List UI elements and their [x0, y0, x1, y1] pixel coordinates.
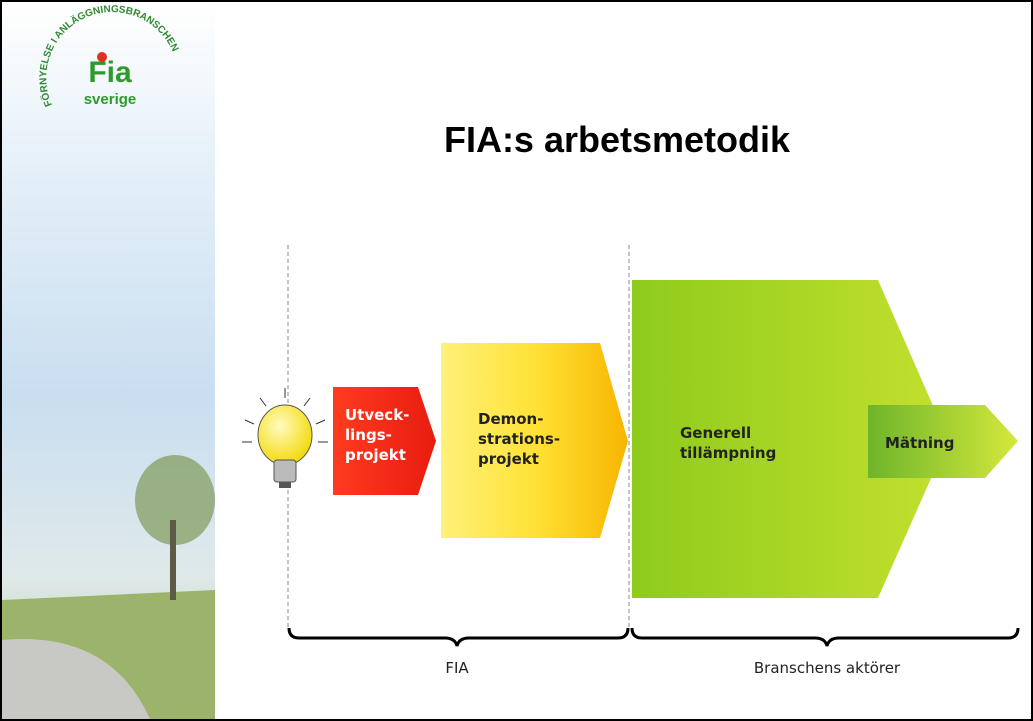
logo-dot: [97, 52, 107, 62]
step-label: Mätning: [885, 434, 954, 452]
step-line: projekt: [345, 446, 406, 464]
logo-name: Fia: [88, 56, 132, 89]
step-line: Demon-: [478, 410, 543, 428]
slide: FÖRNYELSE I ANLÄGGNINGSBRANSCHEN Fia sve…: [0, 0, 1033, 721]
group-label: FIA: [445, 659, 469, 677]
step-line: Utveck-: [345, 406, 409, 424]
group-label: Branschens aktörer: [754, 659, 901, 677]
page: FÖRNYELSE I ANLÄGGNINGSBRANSCHEN Fia sve…: [0, 0, 1033, 721]
logo-sub: sverige: [84, 91, 137, 108]
step-line: strations-: [478, 430, 560, 448]
step-line: lings-: [345, 426, 392, 444]
step-line: Mätning: [885, 434, 954, 452]
step-line: projekt: [478, 450, 539, 468]
step-line: tillämpning: [680, 444, 776, 462]
title: FIA:s arbetsmetodik: [444, 119, 791, 160]
step-line: Generell: [680, 424, 751, 442]
tree-trunk: [170, 520, 176, 600]
